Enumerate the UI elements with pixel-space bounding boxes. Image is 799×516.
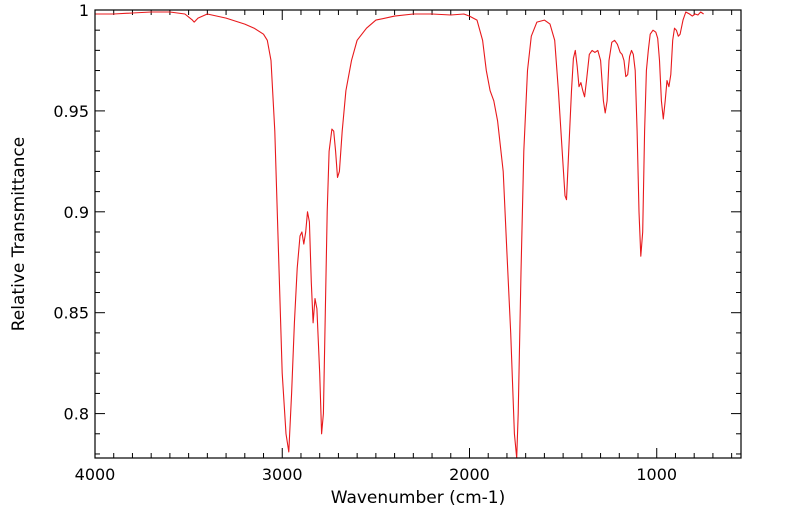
x-axis-title: Wavenumber (cm-1) [331,488,506,508]
y-tick-label: 0.95 [53,102,89,121]
x-tick-label: 3000 [262,465,303,484]
spectrum-line [95,11,704,459]
plot-frame [94,9,742,459]
x-tick-label: 2000 [449,465,490,484]
x-tick-label: 1000 [636,465,677,484]
x-tick-label: 4000 [75,465,116,484]
y-tick-label: 1 [79,1,89,20]
series-layer [95,11,704,459]
y-tick-label: 0.85 [53,304,89,323]
ticks-layer [94,9,741,458]
y-tick-label: 0.9 [64,203,89,222]
tick-labels-layer: 4000 3000 2000 1000 1 0.95 0.9 0.85 0.8 [53,1,677,484]
y-tick-label: 0.8 [64,405,89,424]
y-axis-title: Relative Transmittance [9,137,29,332]
